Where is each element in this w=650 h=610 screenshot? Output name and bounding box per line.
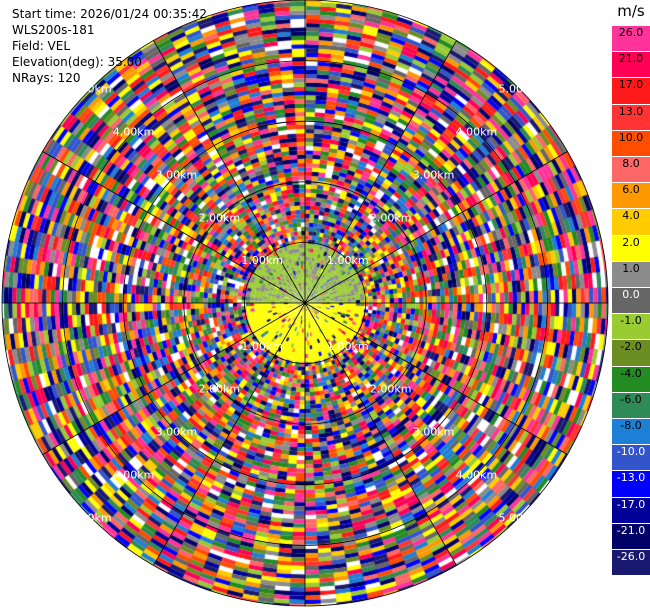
azimuth-spoke <box>42 151 306 304</box>
colorbar-cell <box>612 129 650 156</box>
range-ring-label: 2.00km <box>370 383 412 396</box>
range-ring-label: 2.00km <box>370 211 412 224</box>
range-ring-label: 5.00km <box>70 83 112 96</box>
colorbar-tick-label: 17.0 <box>618 78 644 92</box>
colorbar-tick-label: -13.0 <box>616 471 646 485</box>
azimuth-spoke <box>304 40 457 304</box>
colorbar-tick-label: 2.0 <box>622 235 640 249</box>
range-ring-label: 1.00km <box>241 340 283 353</box>
colorbar-tick-label: 8.0 <box>622 157 640 170</box>
colorbar-tick-label: 26.0 <box>618 26 644 39</box>
nrays-label: NRays: 120 <box>12 71 81 85</box>
colorbar-cell <box>612 391 650 418</box>
colorbar-tick-label: 0.0 <box>622 288 640 301</box>
colorbar-cell <box>612 496 650 523</box>
start-time-label: Start time: 2026/01/24 00:35:42 <box>12 7 207 21</box>
colorbar-tick-label: 10.0 <box>618 130 644 144</box>
range-ring-label: 1.00km <box>241 254 283 267</box>
azimuth-spoke <box>304 302 568 455</box>
colorbar-tick-label: -2.0 <box>620 340 642 354</box>
colorbar-tick-label: -10.0 <box>616 445 646 459</box>
colorbar-cell <box>612 287 650 314</box>
colorbar-cell <box>612 182 650 209</box>
range-ring-label: 4.00km <box>113 468 155 481</box>
colorbar-tick-label: -26.0 <box>616 550 646 563</box>
colorbar-tick-label: -1.0 <box>620 314 642 328</box>
colorbar-tick-label: -6.0 <box>620 392 642 406</box>
colorbar-cell <box>612 25 650 52</box>
range-ring-label: 3.00km <box>413 168 455 181</box>
colorbar-unit: m/s <box>617 2 645 20</box>
range-ring-label: 5.00km <box>498 511 540 524</box>
colorbar-tick-label: -17.0 <box>616 497 646 511</box>
colorbar-cell <box>612 208 650 235</box>
range-ring-label: 4.00km <box>456 126 498 139</box>
colorbar-cell <box>612 313 650 340</box>
colorbar-tick-label: -4.0 <box>620 366 642 380</box>
colorbar-cell <box>612 444 650 471</box>
range-ring-label: 4.00km <box>456 468 498 481</box>
colorbar-cell <box>612 156 650 183</box>
range-ring-label: 3.00km <box>156 426 198 439</box>
colorbar-cell <box>612 549 650 576</box>
colorbar-cell <box>612 77 650 104</box>
azimuth-spoke <box>42 302 306 455</box>
range-ring-label: 2.00km <box>199 211 241 224</box>
field-label: Field: VEL <box>12 39 71 53</box>
colorbar-cell <box>612 522 650 549</box>
range-ring-label: 5.00km <box>70 511 112 524</box>
range-ring-label: 4.00km <box>113 126 155 139</box>
colorbar-cell <box>612 103 650 130</box>
colorbar-cell <box>612 418 650 445</box>
colorbar-tick-label: 4.0 <box>622 209 640 223</box>
range-ring-label: 3.00km <box>156 168 198 181</box>
colorbar-tick-label: 1.0 <box>622 261 640 275</box>
colorbar-cell <box>612 339 650 366</box>
colorbar-cell <box>612 260 650 287</box>
colorbar-tick-label: 21.0 <box>618 52 644 66</box>
colorbar-cell <box>612 365 650 392</box>
range-ring-label: 5.00km <box>498 83 540 96</box>
range-ring-label: 1.00km <box>327 254 369 267</box>
azimuth-spoke <box>153 40 306 304</box>
range-ring-label: 3.00km <box>413 426 455 439</box>
colorbar-cell <box>612 470 650 497</box>
range-ring-label: 1.00km <box>327 340 369 353</box>
azimuth-spoke <box>304 302 457 566</box>
colorbar-tick-label: -8.0 <box>620 419 642 432</box>
azimuth-spoke <box>153 302 306 566</box>
colorbar: 26.0 21.0 17.0 13.0 10.0 8.0 6.0 4.0 2.0 1.0 0.0 -1… <box>612 25 650 607</box>
colorbar-cell <box>612 234 650 261</box>
colorbar-tick-label: -21.0 <box>616 523 646 537</box>
azimuth-spoke <box>304 151 568 304</box>
range-ring-label: 2.00km <box>199 383 241 396</box>
colorbar-tick-label: 13.0 <box>618 104 644 118</box>
colorbar-tick-label: -30.0 <box>616 576 646 590</box>
instrument-label: WLS200s-181 <box>12 23 95 37</box>
elevation-label: Elevation(deg): 35.00 <box>12 55 142 69</box>
colorbar-cell <box>612 51 650 78</box>
colorbar-tick-label: 6.0 <box>622 183 640 197</box>
